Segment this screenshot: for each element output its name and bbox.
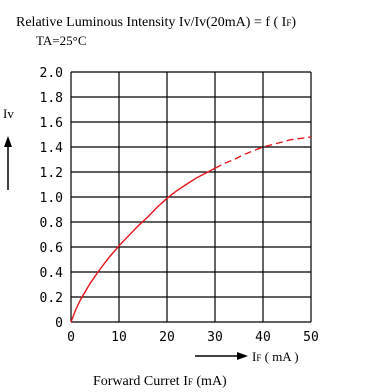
chart-grid (70, 71, 312, 323)
x-axis-arrow-label: IF ( mA ) (252, 349, 299, 364)
chart-series (70, 136, 312, 323)
x-tick-label: 20 (159, 330, 175, 345)
y-tick-label: 1.2 (40, 166, 63, 181)
y-tick-label: 0.2 (40, 291, 63, 306)
x-axis-label: Forward Curret IF (mA) (93, 374, 227, 389)
x-tick-label: 10 (111, 330, 127, 345)
y-tick-label: 1.8 (40, 91, 63, 106)
y-tick-label: 1.6 (40, 116, 63, 131)
series-line-extrapolated (214, 136, 312, 169)
y-tick-label: 0.8 (40, 216, 63, 231)
y-tick-label: 0.6 (40, 241, 63, 256)
y-tick-label: 2.0 (40, 66, 63, 81)
y-tick-labels: 0 0.2 0.4 0.6 0.8 1.0 1.2 1.4 1.6 1.8 2.0 (40, 66, 64, 331)
series-line-measured (70, 167, 216, 323)
x-tick-labels: 0 10 20 30 40 50 (67, 330, 319, 345)
y-tick-label: 1.0 (40, 191, 63, 206)
y-tick-label: 0.4 (40, 266, 64, 281)
y-axis-label: Iv (3, 106, 14, 121)
y-tick-label: 0 (55, 316, 63, 331)
x-axis-arrow (195, 352, 248, 360)
temperature-condition: TA=25°C (36, 33, 87, 48)
y-axis-arrow (4, 136, 12, 190)
x-tick-label: 30 (207, 330, 223, 345)
chart-title: Relative Luminous Intensity Iv/Iv(20mA) … (16, 15, 296, 30)
x-tick-label: 0 (67, 330, 75, 345)
x-tick-label: 40 (255, 330, 271, 345)
x-tick-label: 50 (303, 330, 319, 345)
y-tick-label: 1.4 (40, 141, 64, 156)
